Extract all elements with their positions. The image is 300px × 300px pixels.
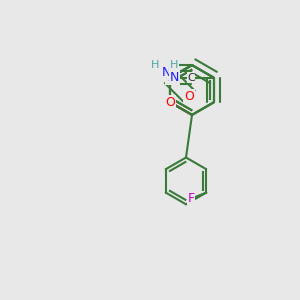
- Text: N: N: [170, 71, 179, 84]
- Text: C: C: [187, 73, 195, 82]
- Text: O: O: [166, 96, 176, 109]
- Text: O: O: [166, 71, 176, 84]
- Text: H: H: [151, 60, 159, 70]
- Text: F: F: [188, 192, 195, 205]
- Text: N: N: [162, 66, 171, 79]
- Text: H: H: [170, 60, 178, 70]
- Text: O: O: [166, 71, 176, 84]
- Text: O: O: [184, 90, 194, 103]
